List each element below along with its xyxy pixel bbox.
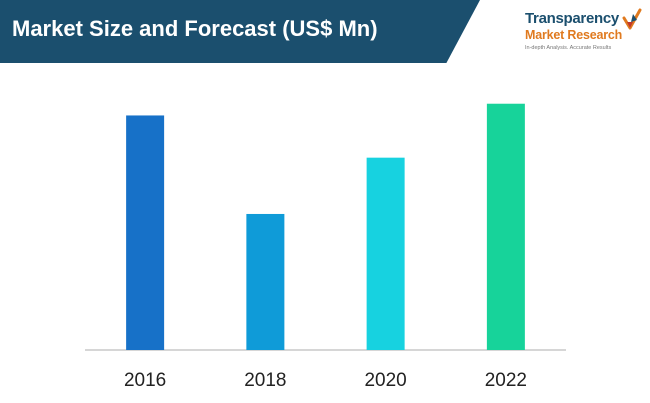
logo-tagline: In-depth Analysis. Accurate Results	[525, 45, 612, 51]
bar-2022	[486, 103, 525, 351]
page-title: Market Size and Forecast (US$ Mn)	[12, 16, 378, 41]
bar-2016	[126, 115, 165, 350]
bar-2020	[366, 157, 405, 350]
x-tick-label-2020: 2020	[364, 370, 406, 391]
bars-group	[126, 103, 525, 351]
bar-2018	[246, 213, 285, 350]
logo-name-line1: Transparency	[525, 10, 619, 27]
x-tick-labels: 2016 2018 2020 2022	[124, 370, 527, 391]
x-tick-label-2022: 2022	[485, 370, 527, 391]
checkmark-logo-icon	[622, 8, 642, 30]
x-tick-label-2016: 2016	[124, 370, 166, 391]
header-band	[0, 0, 480, 63]
x-tick-label-2018: 2018	[244, 370, 286, 391]
brand-logo: Transparency Market Research In-depth An…	[521, 6, 645, 58]
logo-name-line2: Market Research	[525, 28, 623, 42]
